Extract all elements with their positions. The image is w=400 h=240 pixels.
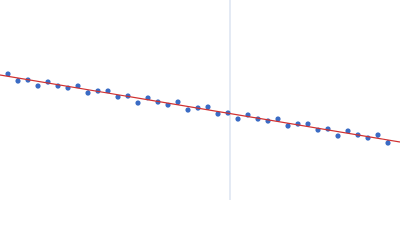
data-point [5,71,11,77]
data-point [375,132,381,138]
data-point [115,94,121,100]
fit-line [0,74,400,143]
data-point [275,116,281,122]
data-point [175,99,181,105]
data-point [15,78,21,84]
data-point [335,133,341,139]
data-point [305,121,311,127]
data-point [215,111,221,117]
data-point [285,123,291,129]
data-point [385,140,391,146]
data-point [35,83,41,89]
data-point [85,90,91,96]
chart [0,0,400,200]
data-point [235,116,241,122]
data-point [345,128,351,134]
data-point [185,107,191,113]
data-point [135,100,141,106]
data-point [205,104,211,110]
